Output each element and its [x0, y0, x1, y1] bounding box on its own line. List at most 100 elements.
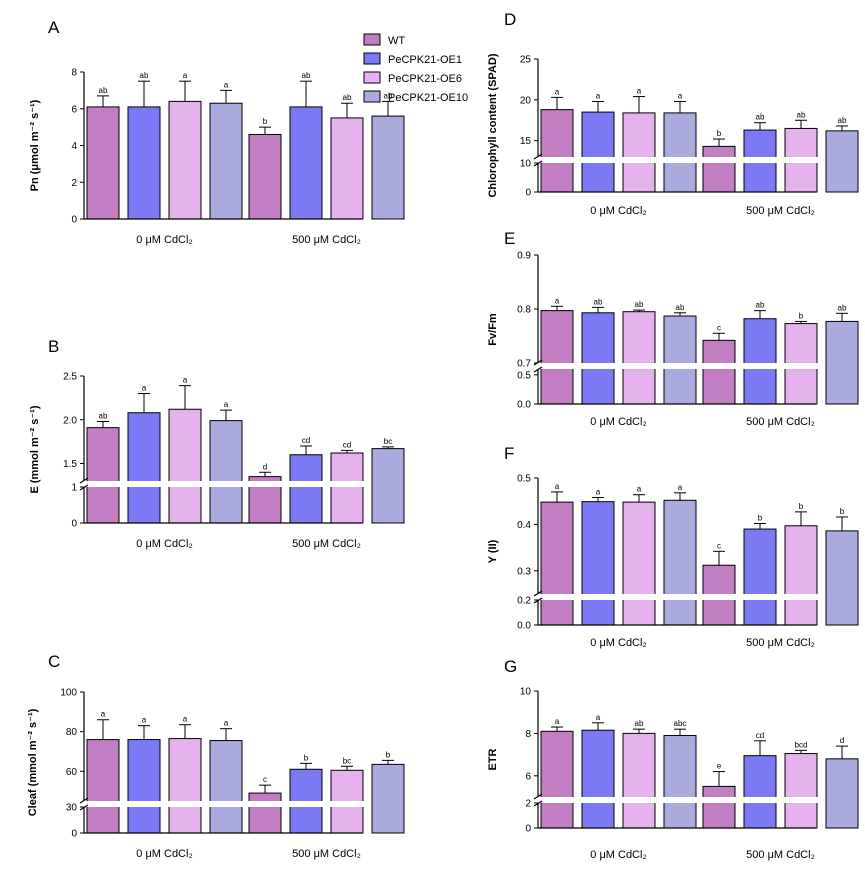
significance-letter: ab	[635, 300, 644, 309]
bar	[581, 729, 615, 829]
bar	[825, 530, 859, 626]
y-tick-label: 1.5	[63, 459, 77, 470]
bar	[127, 412, 161, 524]
significance-letter: ab	[838, 303, 847, 312]
significance-letter: ab	[99, 86, 108, 95]
y-tick-label: 0	[525, 824, 531, 835]
y-tick-label: 2.5	[63, 372, 77, 383]
x-category-label: 0 μM CdCl₂	[136, 538, 192, 550]
y-tick-label: 0.2	[517, 596, 531, 607]
x-category-label: 0 μM CdCl₂	[136, 234, 192, 246]
significance-letter: ab	[797, 110, 806, 119]
panel-letter: D	[504, 10, 516, 29]
significance-letter: a	[142, 384, 147, 393]
y-tick-label: 6	[525, 771, 531, 782]
panel-E: Ea c ab ab ab b ab ab 0.0 0.50.7 0.8 0.9 Fv/Fm 0 μM C…	[487, 229, 859, 428]
panel-letter: F	[504, 444, 514, 463]
bar	[127, 106, 161, 220]
y-tick-label: 0	[71, 829, 77, 840]
significance-letter: e	[717, 762, 722, 771]
significance-letter: a	[555, 87, 560, 96]
significance-letter: b	[386, 750, 391, 759]
significance-letter: a	[637, 485, 642, 494]
panel-letter: G	[504, 657, 517, 676]
y-tick-label: 0	[525, 188, 531, 199]
legend-label: PeCPK21-OE1	[388, 54, 462, 66]
y-tick-label: 6	[71, 104, 77, 115]
significance-letter: b	[758, 513, 763, 522]
y-tick-label: 0.7	[517, 359, 531, 370]
y-tick-label: 1	[71, 483, 77, 494]
y-tick-label: 100	[60, 688, 77, 699]
significance-letter: a	[555, 717, 560, 726]
panel-letter: A	[48, 18, 60, 37]
significance-letter: b	[304, 753, 309, 762]
bar	[168, 100, 202, 220]
bar	[540, 310, 574, 405]
significance-letter: ab	[756, 301, 765, 310]
y-axis-label: Y (II)	[487, 539, 499, 563]
significance-letter: b	[840, 507, 845, 516]
x-category-label: 500 μM CdCl₂	[292, 234, 361, 246]
significance-letter: ab	[838, 116, 847, 125]
y-tick-label: 0.4	[517, 520, 531, 531]
y-tick-label: 0.0	[517, 400, 531, 411]
y-tick-label: 25	[520, 55, 532, 66]
significance-letter: c	[717, 541, 721, 550]
significance-letter: a	[596, 713, 601, 722]
bar	[702, 339, 736, 405]
bar	[622, 732, 656, 829]
bar	[825, 130, 859, 193]
bar	[540, 501, 574, 626]
bar	[540, 109, 574, 193]
significance-letter: a	[678, 91, 683, 100]
bar	[209, 102, 243, 220]
y-tick-label: 8	[525, 729, 531, 740]
x-category-label: 0 μM CdCl₂	[136, 848, 192, 860]
significance-letter: abc	[674, 719, 687, 728]
bar	[248, 133, 282, 220]
bar	[622, 501, 656, 626]
legend-swatch	[363, 71, 381, 84]
significance-letter: a	[555, 296, 560, 305]
axis-break-gap	[532, 797, 818, 803]
panel-F: Fa c a b a b a b 0.0 0.2 0.3 0.4 0.5 Y (II) 0 μM CdCl₂…	[487, 444, 859, 649]
bar	[622, 311, 656, 405]
panel-letter: C	[48, 652, 60, 671]
significance-letter: bc	[343, 756, 351, 765]
x-category-label: 0 μM CdCl₂	[590, 849, 646, 861]
bar	[622, 112, 656, 193]
bar	[581, 312, 615, 405]
bar	[289, 454, 323, 524]
significance-letter: bc	[384, 437, 392, 446]
bar	[702, 785, 736, 829]
legend-swatch	[363, 52, 381, 65]
bar	[168, 738, 202, 834]
y-tick-label: 0.0	[517, 621, 531, 632]
significance-letter: a	[101, 710, 106, 719]
bar	[743, 755, 777, 829]
panel-C: Ca c a b a bc a b 0 30 60 80 100 Cleaf (mmol m⁻² s⁻¹)…	[27, 652, 405, 860]
axis-break-gap	[78, 481, 364, 487]
bar	[581, 501, 615, 626]
bar	[209, 420, 243, 524]
x-category-label: 500 μM CdCl₂	[746, 849, 815, 861]
bar	[784, 753, 818, 829]
significance-letter: a	[183, 71, 188, 80]
y-tick-label: 10	[520, 159, 532, 170]
axis-break-gap	[532, 594, 818, 600]
y-axis-label: E (mmol m⁻² s⁻¹)	[29, 405, 41, 493]
bar	[168, 408, 202, 524]
x-category-label: 0 μM CdCl₂	[590, 416, 646, 428]
x-category-label: 0 μM CdCl₂	[590, 205, 646, 217]
y-tick-label: 15	[520, 136, 532, 147]
bar	[784, 525, 818, 626]
y-tick-label: 0.5	[517, 370, 531, 381]
significance-letter: a	[678, 483, 683, 492]
significance-letter: ab	[343, 93, 352, 102]
bar	[663, 735, 697, 829]
axis-break-gap	[532, 157, 818, 163]
panel-letter: E	[504, 229, 515, 248]
significance-letter: a	[596, 487, 601, 496]
